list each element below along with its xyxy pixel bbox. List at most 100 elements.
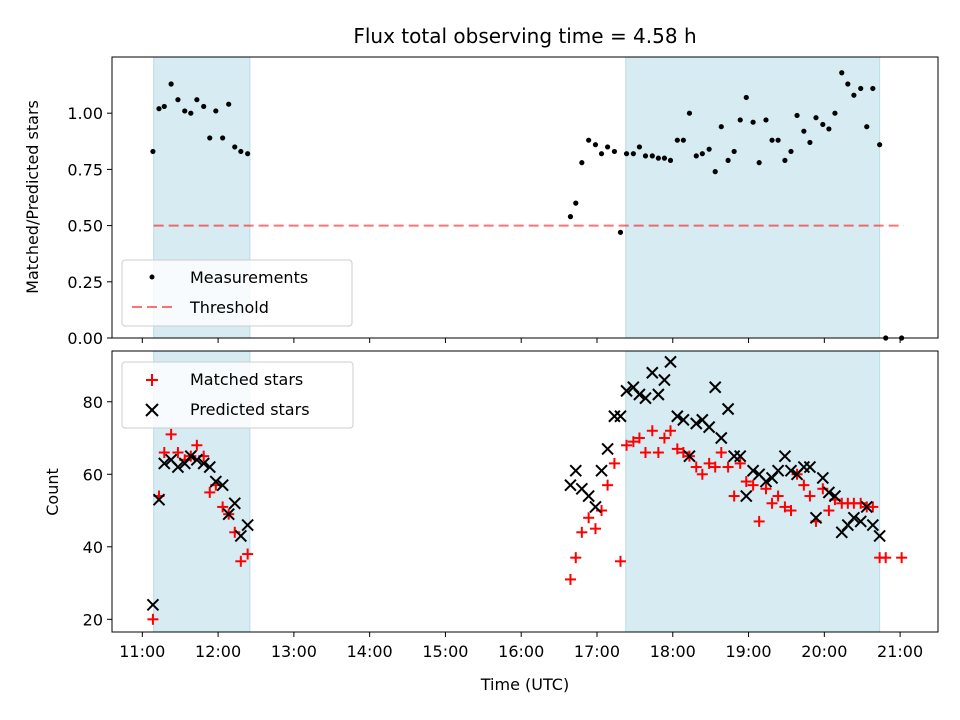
measurement-point bbox=[775, 137, 781, 143]
measurement-point bbox=[150, 148, 156, 155]
measurement-point bbox=[743, 94, 749, 101]
measurement-point bbox=[864, 124, 870, 130]
measurement-point bbox=[161, 103, 167, 110]
matched-star-point bbox=[165, 428, 177, 440]
matched-star-point bbox=[639, 447, 651, 459]
matched-star-point bbox=[734, 457, 746, 469]
matched-star-point bbox=[779, 501, 791, 513]
bottom-y-ticks: 20 40 60 80 bbox=[83, 393, 112, 629]
y-tick-label: 20 bbox=[83, 610, 103, 629]
predicted-star-point bbox=[721, 402, 735, 416]
matched-star-point bbox=[753, 515, 765, 527]
top-legend-box bbox=[121, 259, 353, 327]
measurement-point bbox=[877, 142, 883, 148]
matched-star-point bbox=[880, 552, 892, 564]
y-tick-label: 40 bbox=[83, 538, 103, 557]
predicted-star-point bbox=[190, 453, 204, 466]
predicted-star-point bbox=[564, 478, 577, 492]
measurement-point bbox=[630, 151, 636, 157]
predicted-star-point bbox=[860, 500, 873, 514]
measurement-point bbox=[220, 135, 226, 141]
x-tick-label: 13:00 bbox=[271, 642, 317, 661]
matched-star-point bbox=[766, 497, 778, 509]
measurement-point bbox=[807, 139, 813, 146]
matched-star-point bbox=[804, 490, 816, 502]
top-x-ticks bbox=[141, 338, 901, 343]
measurement-point bbox=[586, 137, 592, 143]
predicted-star-point bbox=[709, 381, 722, 394]
matched-star-point bbox=[191, 439, 203, 451]
predicted-star-point bbox=[646, 366, 659, 379]
predicted-star-point bbox=[759, 475, 773, 488]
measurement-point bbox=[598, 151, 605, 157]
measurement-point bbox=[661, 155, 668, 161]
measurement-point bbox=[674, 137, 680, 143]
matched-star-point bbox=[740, 476, 752, 488]
x-tick-label: 15:00 bbox=[422, 642, 468, 661]
measurement-point bbox=[188, 110, 194, 116]
y-tick-label: 0.75 bbox=[67, 160, 103, 179]
measurement-point bbox=[769, 137, 775, 143]
measurement-point bbox=[794, 112, 800, 119]
matched-star-point bbox=[646, 425, 658, 437]
predicted-star-point bbox=[866, 518, 880, 532]
matched-star-point bbox=[570, 552, 582, 564]
predicted-star-point bbox=[241, 518, 254, 532]
measurement-point bbox=[680, 137, 686, 143]
matched-star-point bbox=[564, 573, 576, 585]
predicted-star-point bbox=[740, 489, 753, 503]
measurement-point bbox=[712, 169, 718, 175]
measurement-point bbox=[725, 157, 731, 164]
predicted-star-point bbox=[582, 489, 595, 503]
x-tick-label: 14:00 bbox=[347, 642, 393, 661]
chart-title: Flux total observing time = 4.58 h bbox=[353, 24, 696, 48]
matched-star-point bbox=[204, 486, 216, 498]
predicted-star-point bbox=[608, 410, 621, 423]
x-tick-label: 19:00 bbox=[725, 642, 771, 661]
predicted-star-point bbox=[234, 529, 248, 543]
measurement-point bbox=[245, 151, 251, 157]
predicted-star-point bbox=[222, 507, 235, 521]
measurement-point bbox=[788, 148, 794, 155]
predicted-star-point bbox=[216, 478, 229, 492]
measurement-point bbox=[731, 148, 737, 155]
matched-star-point bbox=[576, 526, 588, 538]
measurement-point bbox=[756, 160, 762, 166]
matched-star-point bbox=[728, 490, 740, 502]
matched-star-point bbox=[690, 461, 702, 473]
measurement-point bbox=[213, 108, 219, 114]
matched-star-point bbox=[747, 479, 759, 491]
matched-star-point bbox=[235, 555, 247, 567]
matched-star-point bbox=[658, 432, 670, 444]
matched-star-point bbox=[621, 439, 633, 451]
legend-measurements-label: Measurements bbox=[190, 268, 308, 287]
predicted-star-point bbox=[209, 475, 223, 488]
matched-star-point bbox=[614, 555, 626, 567]
measurement-point bbox=[623, 151, 630, 157]
top-shaded-intervals bbox=[153, 56, 881, 339]
predicted-star-point bbox=[784, 464, 798, 477]
predicted-star-point bbox=[228, 497, 241, 510]
predicted-star-point bbox=[589, 500, 602, 514]
measurement-point bbox=[567, 214, 574, 220]
matched-star-point bbox=[671, 443, 683, 455]
predicted-star-point bbox=[197, 457, 210, 470]
predicted-star-point bbox=[639, 391, 652, 405]
y-tick-label: 0.00 bbox=[67, 329, 103, 348]
matched-star-point bbox=[823, 505, 835, 517]
matched-star-point bbox=[172, 447, 184, 459]
x-tick-label: 12:00 bbox=[195, 642, 241, 661]
x-tick-label: 21:00 bbox=[877, 642, 923, 661]
measurement-point bbox=[238, 148, 244, 155]
measurement-point bbox=[156, 106, 162, 112]
x-tick-label: 16:00 bbox=[498, 642, 544, 661]
predicted-star-point bbox=[203, 460, 216, 474]
predicted-star-point bbox=[702, 420, 716, 434]
predicted-star-point bbox=[658, 373, 671, 387]
measurement-point bbox=[845, 81, 851, 87]
predicted-star-point bbox=[671, 410, 684, 423]
matched-star-point bbox=[583, 512, 595, 524]
matched-star-point bbox=[722, 461, 734, 473]
measurement-point bbox=[573, 200, 579, 206]
